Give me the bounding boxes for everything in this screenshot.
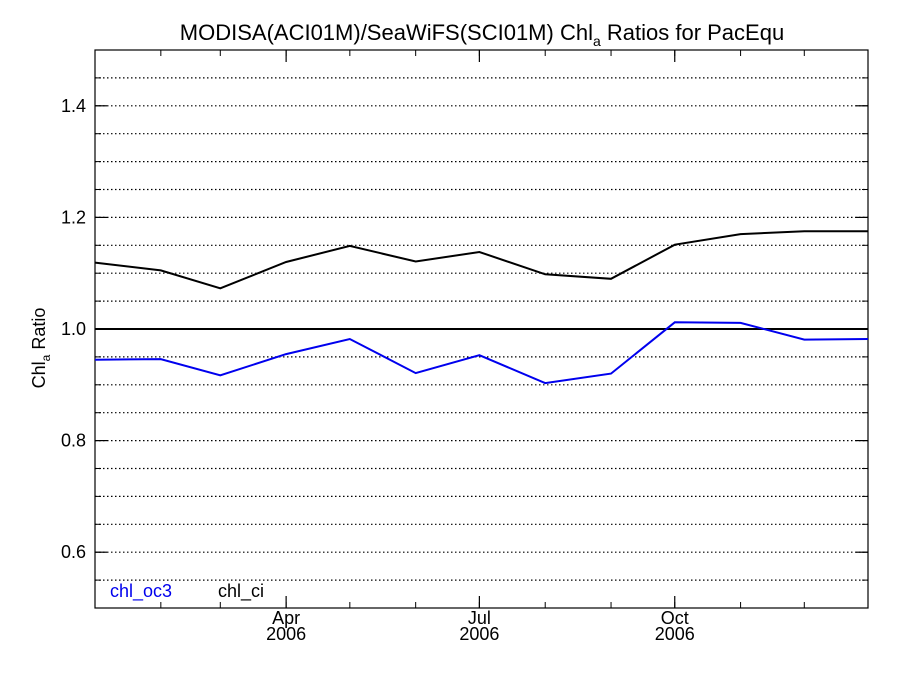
legend-label-chl-oc3: chl_oc3 (110, 581, 172, 602)
x-tick-label: Oct (661, 608, 689, 628)
y-axis-label-tail: Ratio (29, 308, 49, 355)
series-line-chl-oc3 (94, 321, 869, 385)
y-tick-label: 1.4 (61, 96, 86, 116)
x-tick-year-label: 2006 (266, 624, 306, 644)
x-tick-year-label: 2006 (655, 624, 695, 644)
y-tick-label: 0.6 (61, 542, 86, 562)
y-tick-label: 1.0 (61, 319, 86, 339)
chart-title-tail: Ratios for PacEqu (601, 20, 784, 45)
y-axis-label-main: Chl (29, 361, 49, 388)
y-tick-label: 0.8 (61, 431, 86, 451)
y-axis-label-subscript: a (39, 354, 53, 361)
x-tick-year-label: 2006 (459, 624, 499, 644)
x-tick-label: Apr (272, 608, 300, 628)
y-tick-label: 1.2 (61, 207, 86, 227)
series-line-chl-ci (94, 230, 868, 290)
series (94, 230, 869, 385)
chart-title-subscript: a (593, 33, 601, 49)
chart-title-main: MODISA(ACI01M)/SeaWiFS(SCI01M) Chl (180, 20, 593, 45)
x-tick-label: Jul (468, 608, 491, 628)
chart-title: MODISA(ACI01M)/SeaWiFS(SCI01M) Chla Rati… (180, 20, 784, 49)
grid (95, 77, 868, 581)
y-axis-label: Chla Ratio (29, 308, 53, 389)
legend-label-chl-ci: chl_ci (218, 581, 264, 602)
legend: chl_oc3 chl_ci (110, 581, 264, 602)
